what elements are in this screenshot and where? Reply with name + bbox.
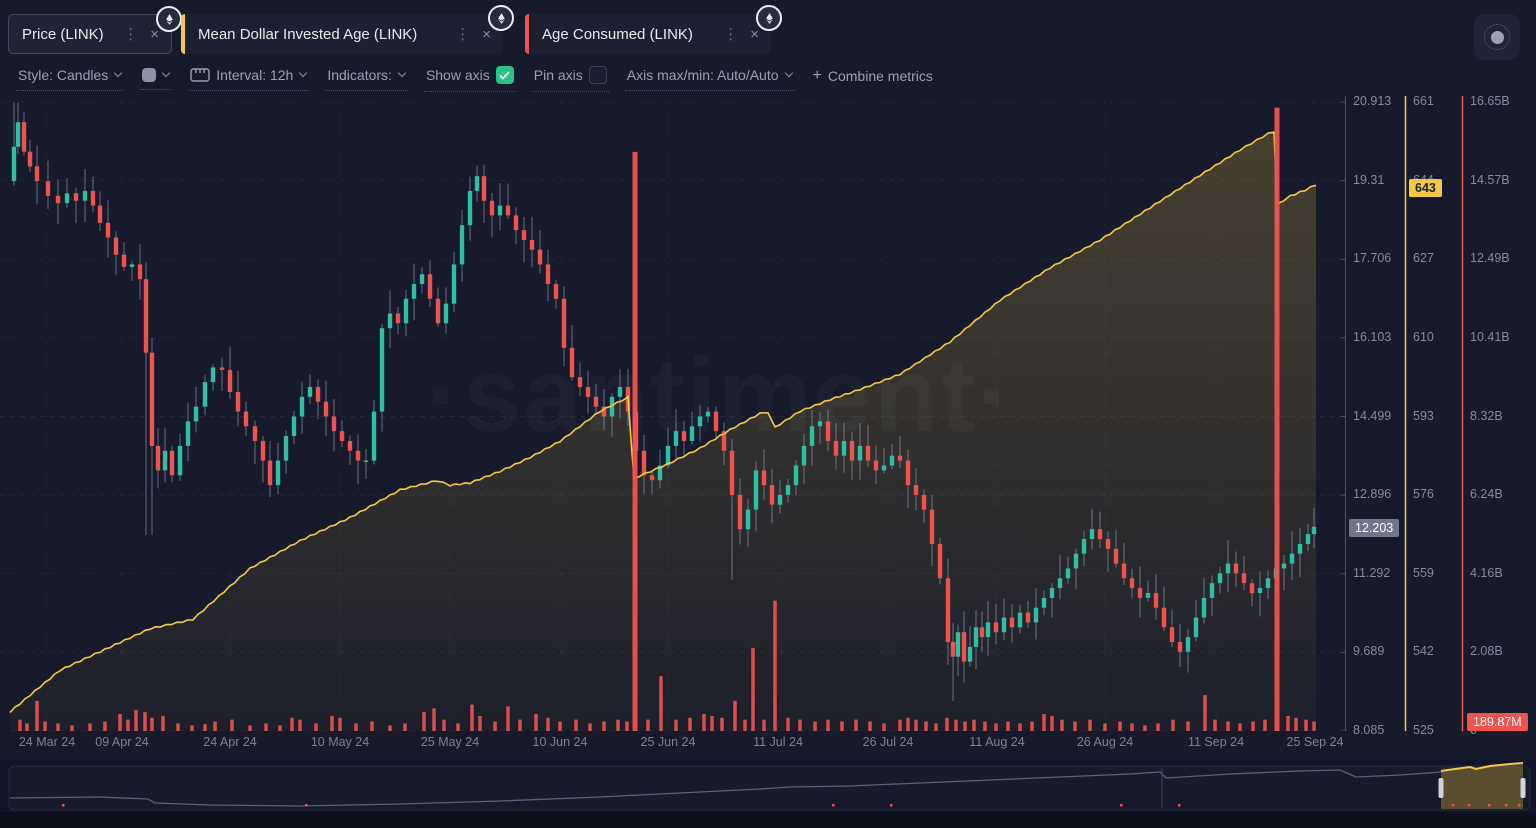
tab-close-icon[interactable]: × xyxy=(150,25,159,43)
age-consumed-value-badge: 189.87M xyxy=(1467,713,1528,731)
axis-tick-label: 12.49B xyxy=(1470,251,1510,266)
date-label: 25 Sep 24 xyxy=(1286,735,1344,749)
color-swatch xyxy=(142,68,157,82)
tab-age-consumed-link[interactable]: Age Consumed (LINK) ⋮ × xyxy=(525,5,782,54)
axis-tick-label: 661 xyxy=(1413,94,1434,108)
chart-area[interactable]: ·santiment· 20.913 19.31 17.706 16.103 14.49… xyxy=(0,94,1536,737)
tab-mean-dollar-invested-age-link[interactable]: Mean Dollar Invested Age (LINK) ⋮ × xyxy=(181,5,514,54)
date-label: 26 Jul 24 xyxy=(862,735,914,749)
combine-metrics-label: Combine metrics xyxy=(827,67,933,84)
axis-tick-label: 19.31 xyxy=(1353,172,1385,187)
date-label: 10 May 24 xyxy=(310,735,370,749)
ethereum-icon xyxy=(756,5,782,31)
indicators-label: Indicators: xyxy=(327,67,392,83)
show-axis-label: Show axis xyxy=(425,67,490,83)
check-icon xyxy=(499,70,510,80)
navigator-canvas[interactable] xyxy=(0,760,1536,812)
axis-tick-label: 525 xyxy=(1413,723,1434,737)
axis-tick-label: 542 xyxy=(1413,644,1434,659)
axis-tick-label: 12.896 xyxy=(1353,487,1392,502)
x-axis-date-labels: 24 Mar 24 09 Apr 24 24 Apr 24 10 May 24 25 M… xyxy=(0,735,1536,757)
show-axis-toggle[interactable]: Show axis xyxy=(423,62,516,92)
metric-tab-bar: Price (LINK) ⋮ × Mean Dollar Invested Ag… xyxy=(0,0,1536,60)
date-label: 24 Mar 24 xyxy=(18,735,76,749)
axis-tick-label: 576 xyxy=(1413,487,1434,502)
date-label: 11 Aug 24 xyxy=(969,735,1025,749)
axis-tick-label: 8.085 xyxy=(1353,723,1385,737)
show-axis-checkbox[interactable] xyxy=(495,66,514,84)
axis-tick-label: 593 xyxy=(1413,408,1434,423)
tab-price-link[interactable]: Price (LINK) ⋮ × xyxy=(8,6,182,54)
tab-accent-bar xyxy=(181,14,185,54)
mean-dollar-age-value-badge: 643 xyxy=(1409,179,1442,197)
chevron-down-icon xyxy=(162,69,170,77)
date-label: 11 Jul 24 xyxy=(753,735,803,749)
axis-tick-label: 8.32B xyxy=(1470,408,1503,423)
tab-accent-bar xyxy=(525,14,529,54)
axis-tick-label: 559 xyxy=(1413,565,1434,580)
tab-menu-icon[interactable]: ⋮ xyxy=(123,26,139,43)
interval-selector[interactable]: Interval: 12h xyxy=(188,63,310,91)
tab-menu-icon[interactable]: ⋮ xyxy=(455,26,471,43)
axis-tick-label: 16.65B xyxy=(1470,94,1510,108)
date-label: 25 May 24 xyxy=(420,735,480,749)
plus-icon: + xyxy=(812,66,822,84)
axis-tick-label: 11.292 xyxy=(1353,565,1391,580)
chart-toolbar: Style: Candles Interval: 12h Indicators:… xyxy=(0,60,1536,94)
axis-tick-label: 4.16B xyxy=(1470,565,1503,580)
date-label: 24 Apr 24 xyxy=(203,735,257,749)
axis-tick-label: 2.08B xyxy=(1470,644,1503,659)
style-label: Style: Candles xyxy=(18,67,109,83)
date-label: 09 Apr 24 xyxy=(95,735,149,749)
tab-close-icon[interactable]: × xyxy=(482,25,491,43)
axis-maxmin-selector[interactable]: Axis max/min: Auto/Auto xyxy=(624,63,795,91)
date-label: 10 Jun 24 xyxy=(532,735,588,749)
tab-menu-icon[interactable]: ⋮ xyxy=(723,26,739,43)
chart-canvas[interactable] xyxy=(0,96,1536,731)
axis-tick-label: 10.41B xyxy=(1470,329,1510,344)
axis-tick-label: 17.706 xyxy=(1353,251,1392,266)
axis-tick-label: 627 xyxy=(1413,251,1434,266)
pin-axis-toggle[interactable]: Pin axis xyxy=(531,62,609,92)
chart-layout-button[interactable] xyxy=(1474,14,1520,60)
axis-tick-label: 16.103 xyxy=(1353,329,1392,344)
price-value-badge: 12.203 xyxy=(1349,519,1400,537)
date-label: 26 Aug 24 xyxy=(1076,735,1134,749)
tab-label: Price (LINK) xyxy=(22,25,104,43)
chevron-down-icon xyxy=(785,69,793,77)
indicators-selector[interactable]: Indicators: xyxy=(325,63,408,91)
axis-tick-label: 14.499 xyxy=(1353,408,1392,423)
axis-tick-label: 20.913 xyxy=(1353,94,1392,108)
chevron-down-icon xyxy=(114,69,122,77)
axis-tick-label: 6.24B xyxy=(1470,487,1503,502)
chevron-down-icon xyxy=(299,69,307,77)
ethereum-icon xyxy=(488,5,514,31)
navigator-handle[interactable] xyxy=(1438,778,1444,798)
combine-metrics-button[interactable]: + Combine metrics xyxy=(811,63,935,92)
pin-axis-label: Pin axis xyxy=(533,67,583,83)
tab-label: Mean Dollar Invested Age (LINK) xyxy=(198,25,418,43)
radial-dots-icon xyxy=(1484,24,1510,50)
pin-axis-checkbox[interactable] xyxy=(588,66,607,84)
tab-label: Age Consumed (LINK) xyxy=(542,25,693,43)
axis-maxmin-label: Axis max/min: Auto/Auto xyxy=(626,67,779,83)
ethereum-icon xyxy=(156,6,182,32)
navigator-handle[interactable] xyxy=(1520,778,1526,798)
axis-tick-label: 14.57B xyxy=(1470,172,1510,187)
color-swatch-selector[interactable] xyxy=(140,64,173,90)
time-range-navigator[interactable] xyxy=(0,760,1536,812)
axis-tick-label: 610 xyxy=(1413,329,1434,344)
style-selector[interactable]: Style: Candles xyxy=(16,63,125,91)
interval-label: Interval: 12h xyxy=(216,67,294,83)
axis-tick-label: 9.689 xyxy=(1353,644,1385,659)
bottom-strip xyxy=(0,812,1536,828)
chevron-down-icon xyxy=(398,69,406,77)
date-label: 11 Sep 24 xyxy=(1187,735,1245,749)
date-label: 25 Jun 24 xyxy=(640,735,696,749)
ruler-icon xyxy=(190,68,210,82)
tab-close-icon[interactable]: × xyxy=(750,25,759,43)
